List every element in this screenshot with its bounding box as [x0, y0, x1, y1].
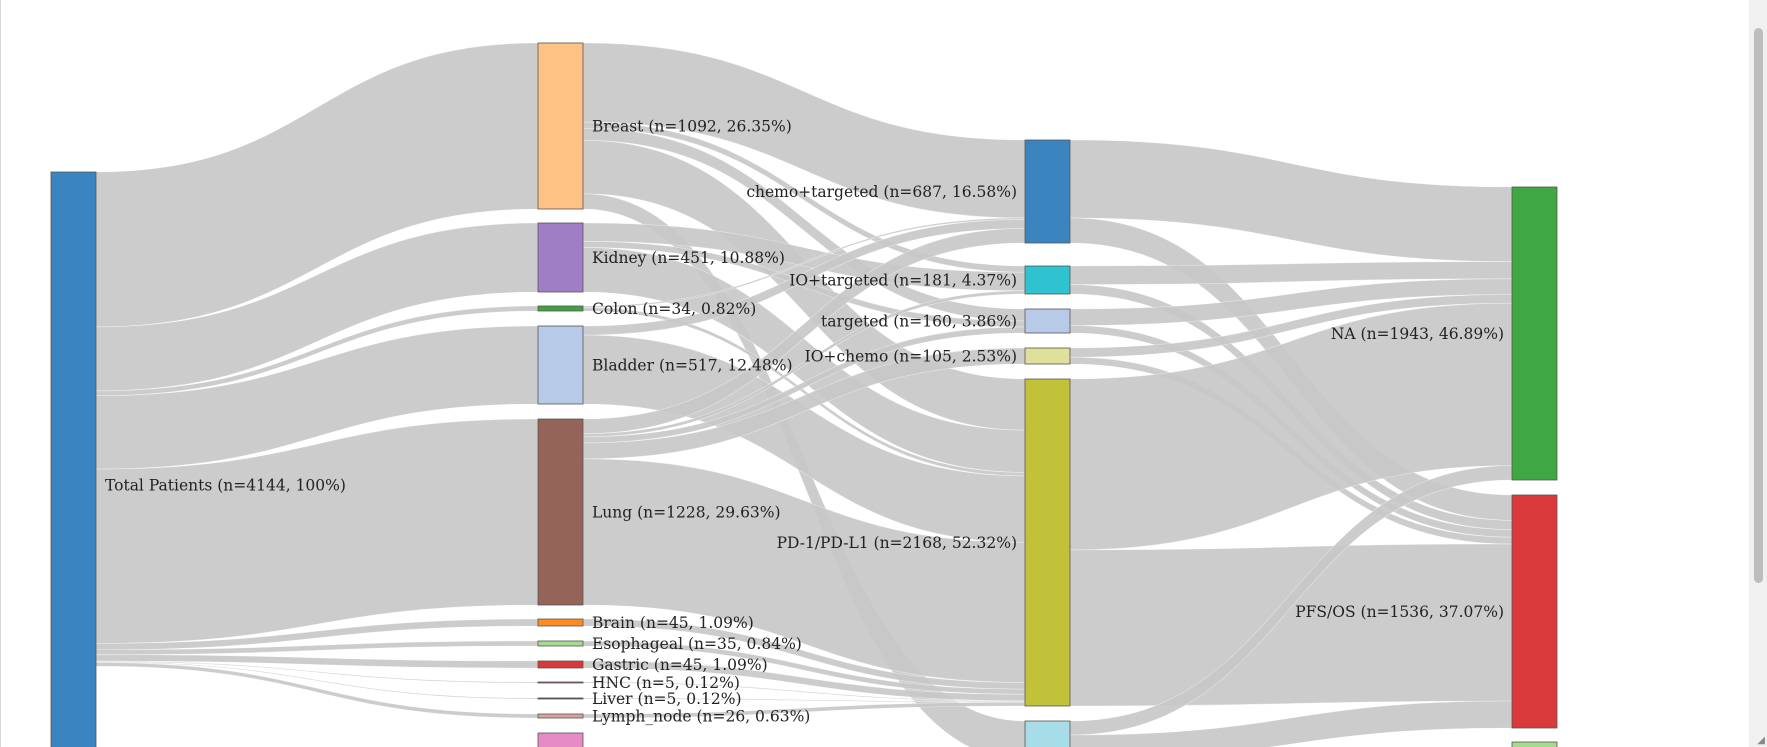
node-na[interactable]: [1511, 186, 1558, 481]
node-colon[interactable]: [537, 305, 584, 312]
node-label-io-targeted: IO+targeted (n=181, 4.37%): [789, 271, 1017, 289]
node-pd1[interactable]: [1024, 378, 1071, 707]
node-label-esophageal: Esophageal (n=35, 0.84%): [592, 635, 802, 653]
node-total[interactable]: [50, 171, 97, 747]
node-esophageal[interactable]: [537, 640, 584, 647]
node-label-total: Total Patients (n=4144, 100%): [105, 476, 346, 494]
node-chemo-targeted[interactable]: [1024, 139, 1071, 244]
link-pd1-to-pfs_os[interactable]: [1069, 543, 1513, 707]
node-label-na: NA (n=1943, 46.89%): [1331, 325, 1504, 343]
node-pfs-os[interactable]: [1511, 494, 1558, 729]
node-label-targeted: targeted (n=160, 3.86%): [821, 312, 1017, 330]
node-label-liver: Liver (n=5, 0.12%): [592, 690, 742, 708]
node-label-chemo-targeted: chemo+targeted (n=687, 16.58%): [746, 183, 1017, 201]
node-other-treatment[interactable]: [1024, 720, 1071, 747]
node-label-pd1: PD-1/PD-L1 (n=2168, 52.32%): [777, 534, 1017, 552]
node-label-gastric: Gastric (n=45, 1.09%): [592, 656, 768, 674]
node-hnc[interactable]: [537, 681, 584, 684]
node-label-brain: Brain (n=45, 1.09%): [592, 614, 754, 632]
node-brain[interactable]: [537, 618, 584, 627]
links-layer: [95, 42, 1513, 747]
node-gastric[interactable]: [537, 660, 584, 669]
vertical-scrollbar[interactable]: [1749, 0, 1767, 747]
scrollbar-thumb[interactable]: [1754, 28, 1763, 583]
node-label-lymph-node: Lymph_node (n=26, 0.63%): [592, 707, 810, 725]
node-io-chemo[interactable]: [1024, 347, 1071, 365]
labels-layer: Total Patients (n=4144, 100%) Breast (n=1…: [105, 117, 1504, 725]
node-targeted[interactable]: [1024, 308, 1071, 334]
node-label-colon: Colon (n=34, 0.82%): [592, 300, 756, 318]
node-label-bladder: Bladder (n=517, 12.48%): [592, 356, 793, 374]
node-other-cancer[interactable]: [537, 732, 584, 747]
node-label-breast: Breast (n=1092, 26.35%): [592, 117, 792, 135]
node-liver[interactable]: [537, 697, 584, 700]
node-label-lung: Lung (n=1228, 29.63%): [592, 503, 781, 521]
node-label-pfs-os: PFS/OS (n=1536, 37.07%): [1295, 603, 1504, 621]
node-bladder[interactable]: [537, 325, 584, 405]
resize-grip-icon[interactable]: ◢: [1757, 735, 1765, 746]
link-total-to-lymph_node[interactable]: [95, 662, 539, 719]
node-kidney[interactable]: [537, 222, 584, 293]
node-label-hnc: HNC (n=5, 0.12%): [592, 674, 740, 692]
node-other-outcome[interactable]: [1511, 741, 1558, 747]
node-label-kidney: Kidney (n=451, 10.88%): [592, 249, 785, 267]
node-lung[interactable]: [537, 418, 584, 606]
nodes-layer: [50, 42, 1558, 747]
node-io-targeted[interactable]: [1024, 265, 1071, 295]
node-breast[interactable]: [537, 42, 584, 210]
node-label-io-chemo: IO+chemo (n=105, 2.53%): [805, 347, 1017, 365]
node-lymph-node[interactable]: [537, 713, 584, 719]
